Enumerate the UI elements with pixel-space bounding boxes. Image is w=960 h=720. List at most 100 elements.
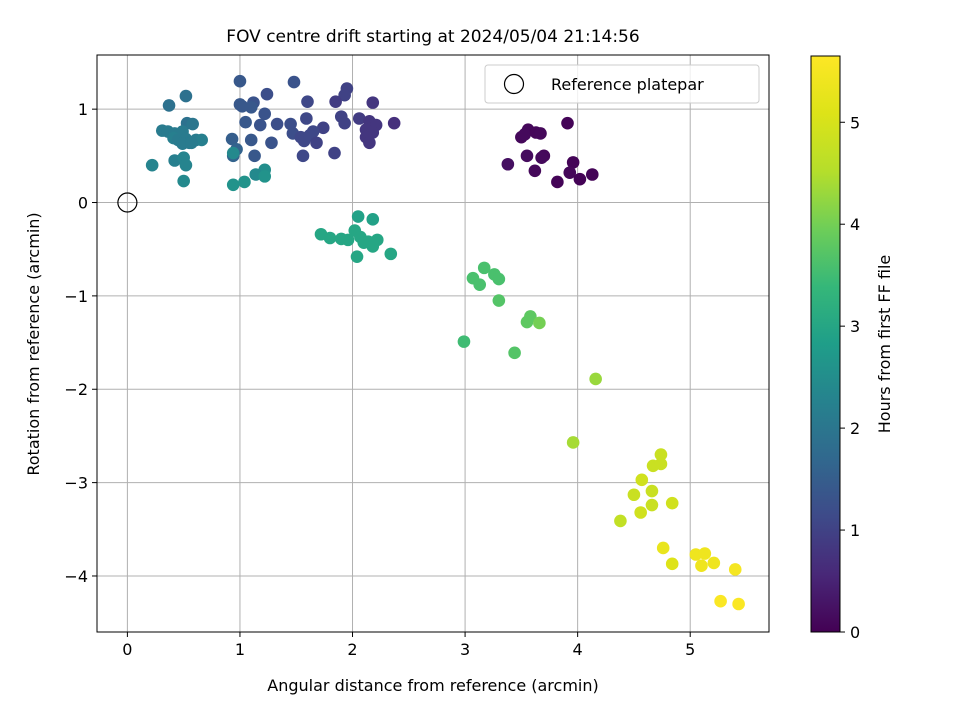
data-point <box>226 146 240 160</box>
data-point <box>248 149 261 163</box>
data-point <box>714 594 727 608</box>
y-tick-label: −2 <box>64 380 88 399</box>
data-point <box>534 127 547 140</box>
data-point <box>287 75 301 89</box>
data-point <box>728 563 742 576</box>
data-point <box>645 498 659 512</box>
x-tick-label: 1 <box>235 640 245 659</box>
data-point <box>352 112 366 125</box>
data-point <box>654 457 668 471</box>
data-point <box>195 133 208 147</box>
data-point <box>341 233 355 247</box>
data-point <box>310 136 323 150</box>
colorbar-gradient <box>810 55 841 633</box>
data-point <box>177 174 190 188</box>
data-point <box>501 157 515 171</box>
data-point <box>253 118 267 132</box>
data-point <box>351 210 365 223</box>
data-point <box>270 117 284 131</box>
data-point <box>338 116 351 130</box>
data-point <box>627 488 641 502</box>
y-tick-label: 0 <box>78 194 88 213</box>
data-point <box>260 87 274 101</box>
y-axis: −4 −3 −2 −1 0 1 <box>64 100 97 586</box>
data-point <box>226 178 240 192</box>
data-point <box>186 117 199 131</box>
data-point <box>457 335 471 348</box>
data-point <box>665 557 679 571</box>
colorbar-ticks: 0 1 2 3 4 5 <box>840 113 860 642</box>
data-point <box>520 149 534 163</box>
data-point <box>566 156 580 169</box>
colorbar-tick-label: 0 <box>850 623 860 642</box>
data-point <box>244 133 258 147</box>
data-point <box>492 294 506 307</box>
data-point <box>566 436 580 449</box>
data-point <box>235 100 249 113</box>
data-point <box>492 272 506 286</box>
reference-marker <box>117 192 138 213</box>
data-point <box>387 116 401 130</box>
data-point <box>561 116 574 130</box>
colorbar-tick-label: 1 <box>850 521 860 540</box>
data-point <box>473 278 487 291</box>
reference-platepar-marker <box>117 192 138 213</box>
data-points <box>145 74 745 611</box>
y-tick-label: 1 <box>78 100 88 119</box>
data-point <box>635 473 649 487</box>
data-point <box>300 112 313 125</box>
data-point <box>614 514 627 528</box>
data-point <box>258 107 272 121</box>
data-point <box>338 88 351 102</box>
data-point <box>316 121 330 135</box>
colorbar-tick-label: 5 <box>850 113 860 132</box>
data-point <box>370 233 384 247</box>
data-point <box>589 372 602 386</box>
data-point <box>185 136 198 150</box>
y-tick-label: −3 <box>64 474 88 493</box>
data-point <box>533 316 546 330</box>
data-point <box>145 158 159 172</box>
legend-reference-icon <box>503 73 525 95</box>
colorbar: 0 1 2 3 4 5 Hours from first FF file <box>810 55 894 642</box>
y-tick-label: −4 <box>64 567 88 586</box>
data-point <box>654 448 668 461</box>
x-axis-label: Angular distance from reference (arcmin) <box>267 676 598 695</box>
grid <box>97 55 769 632</box>
data-point <box>698 547 712 560</box>
data-point <box>239 115 252 129</box>
data-point <box>508 346 521 360</box>
data-point <box>585 168 599 181</box>
x-tick-label: 3 <box>460 640 470 659</box>
data-point <box>323 231 337 245</box>
data-point <box>265 136 278 150</box>
data-point <box>233 74 247 88</box>
data-point <box>477 261 491 275</box>
data-point <box>665 496 679 510</box>
data-point <box>573 172 587 186</box>
data-point <box>301 95 314 108</box>
data-point <box>707 556 721 570</box>
data-point <box>384 247 398 261</box>
data-point <box>645 484 659 498</box>
colorbar-tick-label: 4 <box>850 215 860 234</box>
data-point <box>363 136 376 150</box>
data-point <box>296 149 310 163</box>
x-tick-label: 4 <box>573 640 583 659</box>
data-point <box>518 128 532 141</box>
x-axis: 0 1 2 3 4 5 <box>122 632 695 659</box>
data-point <box>162 99 176 112</box>
chart-title: FOV centre drift starting at 2024/05/04 … <box>226 27 639 47</box>
data-point <box>656 541 670 555</box>
data-point <box>563 166 577 179</box>
data-point <box>634 506 647 519</box>
legend: Reference platepar <box>484 64 760 104</box>
data-point <box>350 250 364 263</box>
data-point <box>695 559 708 573</box>
data-point <box>225 132 239 146</box>
x-tick-label: 0 <box>122 640 132 659</box>
data-point <box>551 175 564 189</box>
data-point <box>366 96 380 109</box>
colorbar-label: Hours from first FF file <box>875 255 894 434</box>
